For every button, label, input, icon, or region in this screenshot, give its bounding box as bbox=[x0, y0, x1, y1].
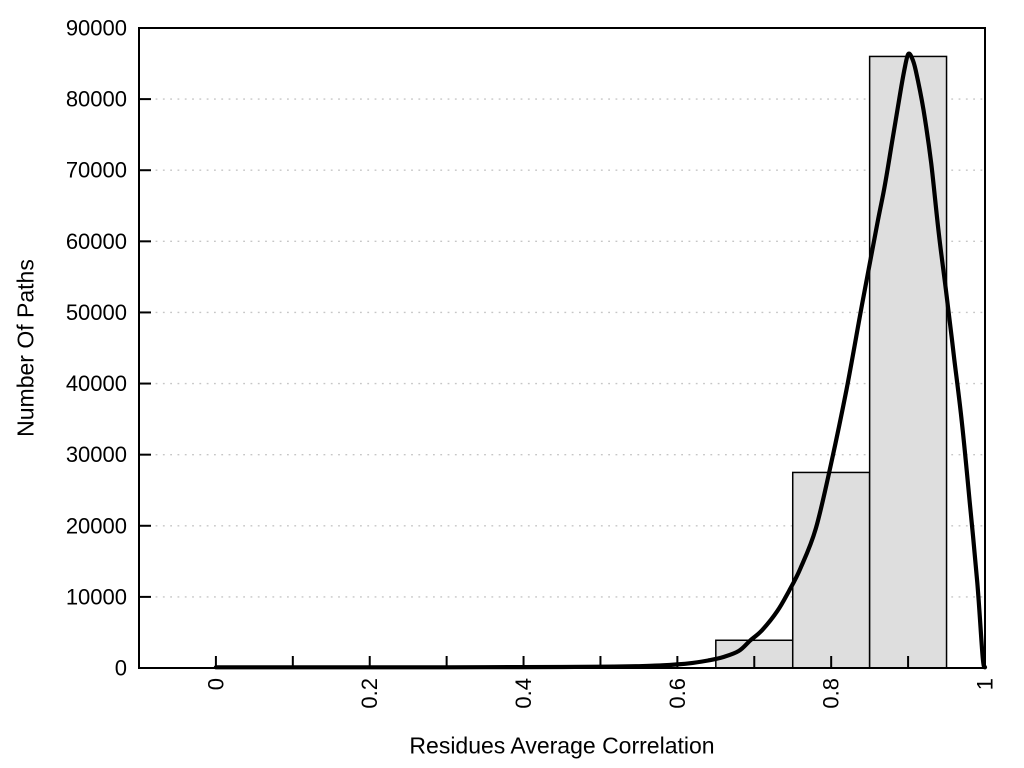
x-axis-title: Residues Average Correlation bbox=[409, 732, 715, 759]
x-tick-label: 0.6 bbox=[665, 678, 690, 709]
y-axis-title: Number Of Paths bbox=[12, 259, 39, 437]
x-tick-label: 0.8 bbox=[819, 678, 844, 709]
x-tick-label: 0.4 bbox=[511, 678, 536, 709]
y-tick-label: 10000 bbox=[66, 584, 127, 609]
x-tick-label: 1 bbox=[973, 678, 998, 690]
y-tick-label: 80000 bbox=[66, 87, 127, 112]
y-tick-label: 20000 bbox=[66, 513, 127, 538]
y-tick-label: 50000 bbox=[66, 300, 127, 325]
density-curve bbox=[213, 51, 988, 670]
histogram-bar bbox=[791, 471, 871, 669]
histogram-bar bbox=[868, 55, 948, 669]
x-tick-label: 0 bbox=[203, 678, 228, 690]
x-tick-label: 0.2 bbox=[357, 678, 382, 709]
y-tick-label: 60000 bbox=[66, 229, 127, 254]
y-tick-label: 30000 bbox=[66, 442, 127, 467]
y-tick-label: 90000 bbox=[66, 16, 127, 41]
y-tick-label: 0 bbox=[115, 656, 127, 681]
y-tick-label: 40000 bbox=[66, 371, 127, 396]
y-tick-label: 70000 bbox=[66, 158, 127, 183]
